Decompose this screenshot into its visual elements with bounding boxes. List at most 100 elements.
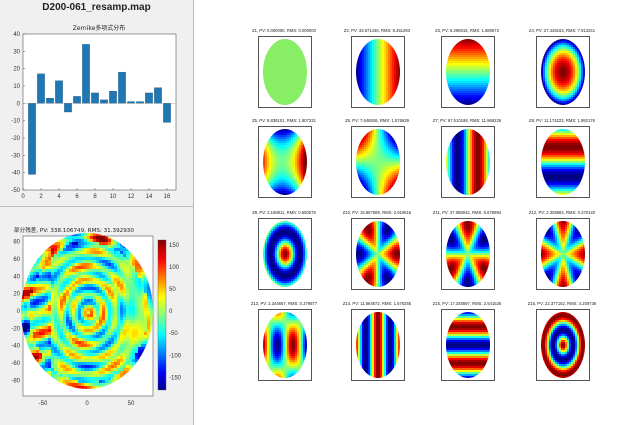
heatmap-title: 部分残差, PV: 338.106749, RMS: 31.392930 (14, 226, 134, 234)
y-tick-label: 40 (13, 32, 20, 38)
term-9-label: Z9, PV: 2.168811, RMS: 0.650578 (252, 210, 316, 215)
y-tick-label: 10 (13, 84, 20, 90)
x-tick-label: 12 (128, 194, 135, 200)
zernike-bar (109, 91, 117, 104)
heatmap-x-tick: 0 (85, 401, 89, 407)
heatmap-y-tick: 60 (13, 257, 20, 263)
y-tick-label: -40 (11, 171, 20, 177)
heatmap-x-tick: 50 (128, 401, 135, 407)
colorbar-tick: 150 (169, 243, 180, 249)
term-13-map (258, 309, 312, 381)
term-15-label: Z15, PV: 17.348597, RMS: 2.541526 (432, 301, 502, 306)
heatmap-y-tick: 40 (13, 274, 20, 280)
term-12-plot (541, 221, 585, 287)
term-4-label: Z4, PV: 27.448163, RMS: 7.913241 (528, 28, 596, 33)
zernike-term-grid: Z1, PV: 0.000000, RMS: 0.000000 Z2, PV: 3… (194, 0, 631, 425)
x-tick-label: 4 (57, 194, 61, 200)
zernike-bar (82, 44, 90, 104)
term-5-map (258, 126, 312, 198)
colorbar-tick: -150 (169, 375, 182, 381)
colorbar-tick: 50 (169, 287, 176, 293)
term-2-map (351, 36, 405, 108)
term-1-map (258, 36, 312, 108)
x-tick-label: 16 (164, 194, 171, 200)
y-tick-label: 20 (13, 67, 20, 73)
x-tick-label: 6 (75, 194, 79, 200)
y-tick-label: -50 (11, 188, 20, 194)
colorbar-tick: 0 (169, 309, 173, 315)
term-3-label: Z3, PV: 6.290515, RMS: 1.580673 (435, 28, 499, 33)
zernike-bar (154, 87, 162, 104)
term-12-map (536, 218, 590, 290)
term-11-plot (446, 221, 490, 287)
term-7-plot (446, 129, 490, 195)
term-1-plot (263, 39, 307, 105)
zernike-bar (145, 92, 153, 104)
term-3-plot (446, 39, 490, 105)
term-12-label: Z12, PV: 2.328984, RMS: 0.370140 (528, 210, 596, 215)
term-5-label: Z5, PV: 8.839101, RMS: 1.807331 (252, 118, 316, 123)
term-15-map (441, 309, 495, 381)
y-tick-label: -10 (11, 119, 20, 125)
colorbar-tick: -100 (169, 353, 182, 359)
colorbar-tick: 100 (169, 265, 180, 271)
heatmap-y-tick: -60 (11, 361, 20, 367)
zernike-bar-chart: Zernike多项式分布 40 30 20 10 0 -10 -20 -30 -40 -50 0 2… (11, 24, 177, 200)
term-4-map (536, 36, 590, 108)
zernike-bar (100, 99, 108, 104)
zernike-bar (91, 92, 99, 104)
x-tick-label: 8 (93, 194, 97, 200)
colorbar (157, 239, 167, 391)
term-7-map (441, 126, 495, 198)
term-8-plot (541, 129, 585, 195)
term-14-label: Z14, PV: 11.564872, RMS: 1.676255 (342, 301, 412, 306)
term-10-label: Z10, PV: 15.967589, RMS: 2.919616 (342, 210, 412, 215)
term-2-label: Z2, PV: 33.671446, RMS: 8.451293 (343, 28, 411, 33)
zernike-bar (136, 101, 144, 104)
x-tick-label: 2 (39, 194, 43, 200)
zernike-bar (64, 103, 72, 113)
term-16-plot (541, 312, 585, 378)
x-tick-label: 0 (21, 194, 25, 200)
term-6-label: Z6, PV: 7.648926, RMS: 1.576639 (345, 118, 409, 123)
term-13-label: Z13, PV: 2.344657, RMS: 0.379877 (250, 301, 318, 306)
left-panel-divider (0, 206, 193, 207)
heatmap-y-tick: 80 (13, 240, 20, 246)
panel-divider (193, 0, 194, 425)
term-11-label: Z11, PV: 37.085842, RMS: 6.678894 (432, 210, 502, 215)
colorbar-tick: -50 (169, 331, 178, 337)
x-tick-label: 10 (110, 194, 117, 200)
term-15-plot (446, 312, 490, 378)
zernike-bar (28, 103, 36, 175)
heatmap-y-tick: 0 (17, 309, 21, 315)
term-3-map (441, 36, 495, 108)
bar-chart-axes-bg (22, 33, 177, 191)
x-tick-label: 14 (146, 194, 153, 200)
heatmap-y-tick: 20 (13, 292, 20, 298)
term-13-plot (263, 312, 307, 378)
window-title: D200-061_resamp.map (42, 2, 151, 13)
term-6-plot (356, 129, 400, 195)
zernike-bar (55, 80, 63, 104)
term-6-map (351, 126, 405, 198)
heatmap-y-tick: -80 (11, 378, 20, 384)
bar-chart-title: Zernike多项式分布 (73, 24, 126, 32)
zernike-bar (46, 97, 54, 104)
y-tick-label: 30 (13, 49, 20, 55)
y-tick-label: -30 (11, 153, 20, 159)
heatmap-y-tick: -20 (11, 326, 20, 332)
term-11-map (441, 218, 495, 290)
term-10-map (351, 218, 405, 290)
y-tick-label: -20 (11, 136, 20, 142)
term-9-plot (263, 221, 307, 287)
zernike-bar (37, 73, 45, 104)
heatmap-x-tick: -50 (39, 401, 48, 407)
term-5-plot (263, 129, 307, 195)
term-1-label: Z1, PV: 0.000000, RMS: 0.000000 (252, 28, 316, 33)
zernike-bar (118, 71, 126, 104)
term-2-plot (356, 39, 400, 105)
term-7-label: Z7, PV: 67.510198, RMS: 11.968226 (432, 118, 502, 123)
term-14-map (351, 309, 405, 381)
residual-heatmap: 部分残差, PV: 338.106749, RMS: 31.392930 80 6… (11, 226, 182, 407)
term-16-label: Z16, PV: 22.377152, RMS: 4.209736 (527, 301, 597, 306)
